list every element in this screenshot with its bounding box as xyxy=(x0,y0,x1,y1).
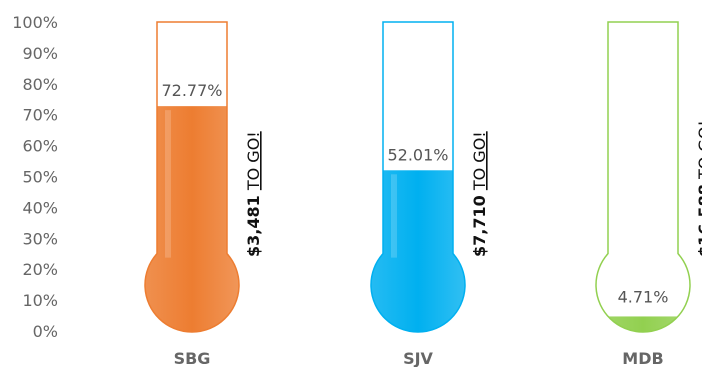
tube-highlight-sbg xyxy=(165,110,171,258)
thermometer-outline-sjv xyxy=(370,21,466,333)
value-label-mdb: 4.71% xyxy=(618,287,669,306)
thermometer-sbg: 72.77% $3,481 TO GO! xyxy=(144,21,263,333)
thermometer-fill-mdb xyxy=(596,316,690,332)
tube-highlight-sjv xyxy=(391,174,397,258)
y-tick-label-50-: 50% xyxy=(22,168,58,187)
remaining-suffix-sjv: TO GO! xyxy=(470,131,489,191)
remaining-label-sjv: $7,710 TO GO! xyxy=(470,131,489,257)
y-tick-label-20-: 20% xyxy=(22,260,58,279)
thermometer-sjv: 52.01% $7,710 TO GO! xyxy=(370,21,489,333)
y-tick-label-30-: 30% xyxy=(22,229,58,248)
category-label-sjv: SJV xyxy=(403,349,433,367)
y-tick-label-10-: 10% xyxy=(22,291,58,310)
remaining-amount-mdb: $16,588 xyxy=(695,184,702,257)
y-axis: 0% 10% 20% 30% 40% 50% 60% 70% 80% 90% 100% xyxy=(12,13,58,341)
y-tick-label-0-: 0% xyxy=(33,322,58,341)
remaining-label-mdb: $16,588 TO GO! xyxy=(695,120,702,257)
thermometer-mdb: 4.71% $16,588 TO GO! xyxy=(595,21,702,333)
thermometer-fill-sbg xyxy=(145,106,239,332)
y-tick-label-40-: 40% xyxy=(22,198,58,217)
value-label-sbg: 72.77% xyxy=(161,81,222,100)
remaining-label-sbg: $3,481 TO GO! xyxy=(244,131,263,257)
thermometer-outline-mdb xyxy=(595,21,691,333)
category-labels: SBG SJV MDB xyxy=(174,349,664,367)
thermometer-bars: 72.77%$3,481 TO GO! 52.01%$7,710 TO GO!4.… xyxy=(144,21,702,333)
remaining-amount-sjv: $7,710 xyxy=(470,195,489,257)
category-label-mdb: MDB xyxy=(622,349,663,367)
y-tick-label-80-: 80% xyxy=(22,75,58,94)
remaining-suffix-mdb: TO GO! xyxy=(695,120,702,180)
remaining-amount-sbg: $3,481 xyxy=(244,195,263,257)
remaining-suffix-sbg: TO GO! xyxy=(244,131,263,191)
category-label-sbg: SBG xyxy=(174,349,211,367)
value-label-sjv: 52.01% xyxy=(387,145,448,164)
thermometer-outline-sbg xyxy=(144,21,240,333)
y-tick-label-60-: 60% xyxy=(22,137,58,156)
y-tick-label-90-: 90% xyxy=(22,44,58,63)
y-tick-label-100-: 100% xyxy=(12,13,58,32)
y-tick-label-70-: 70% xyxy=(22,106,58,125)
thermometer-fill-sjv xyxy=(371,170,466,332)
